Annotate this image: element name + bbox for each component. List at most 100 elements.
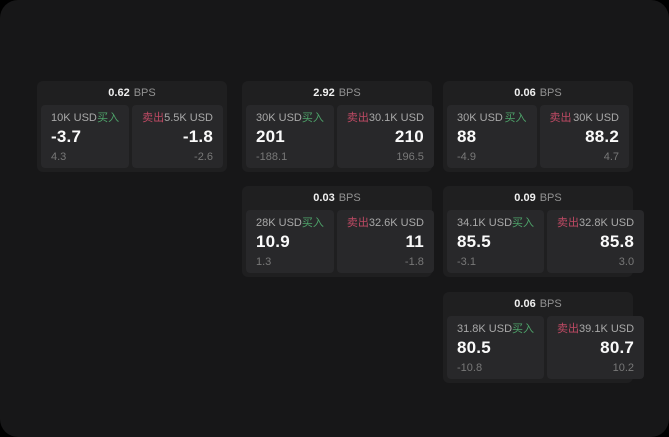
buy-price: 88 (457, 127, 477, 146)
buy-panel-top: 10K USD 买入 (51, 112, 119, 125)
quote-panels: 34.1K USD 买入 85.5 -3.1 卖出 32.8K USD 85.8… (443, 210, 645, 273)
sell-panel[interactable]: 卖出 30K USD 88.2 4.7 (539, 105, 629, 168)
buy-sub-value: 1.3 (256, 256, 272, 268)
buy-panel-top: 31.8K USD 买入 (457, 323, 534, 336)
buy-sub-value: -10.8 (457, 362, 483, 374)
sell-sub-value: -1.8 (404, 256, 424, 268)
quote-panels: 28K USD 买入 10.9 1.3 卖出 32.6K USD 11 -1.8 (242, 210, 434, 273)
buy-panel-top: 30K USD 买入 (256, 112, 324, 125)
sell-side-label: 卖出 (346, 217, 369, 229)
sell-price: 11 (405, 232, 424, 251)
buy-panel[interactable]: 10K USD 买入 -3.7 4.3 (41, 105, 130, 168)
buy-sub-value: 4.3 (51, 151, 67, 163)
spread-header: 0.09 BPS (443, 186, 633, 210)
sell-panel[interactable]: 卖出 39.1K USD 80.7 10.2 (547, 316, 645, 379)
spread-unit: BPS (338, 192, 361, 204)
spread-unit: BPS (539, 298, 562, 310)
sell-panel[interactable]: 卖出 32.6K USD 11 -1.8 (336, 210, 434, 273)
buy-price: 80.5 (457, 338, 491, 357)
sell-sub-value: 4.7 (603, 151, 619, 163)
spread-value: 0.03 (313, 192, 335, 204)
buy-sub-value: -188.1 (256, 151, 288, 163)
buy-panel[interactable]: 30K USD 买入 88 -4.9 (447, 105, 537, 168)
buy-amount: 30K USD (457, 112, 503, 124)
quote-panels: 10K USD 买入 -3.7 4.3 卖出 5.5K USD -1.8 -2.… (37, 105, 227, 168)
sell-sub-value: 10.2 (612, 362, 635, 374)
sell-panel[interactable]: 卖出 32.8K USD 85.8 3.0 (547, 210, 645, 273)
buy-side-label: 买入 (512, 217, 535, 229)
buy-amount: 30K USD (256, 112, 302, 124)
spread-header: 0.06 BPS (443, 81, 633, 105)
quote-card: 0.06 BPS 31.8K USD 买入 80.5 -10.8 卖出 39.1… (443, 292, 645, 383)
spread-header: 0.06 BPS (443, 292, 633, 316)
buy-panel[interactable]: 30K USD 买入 201 -188.1 (246, 105, 334, 168)
spread-value: 0.06 (514, 298, 536, 310)
buy-side-label: 买入 (97, 112, 120, 124)
sell-panel-top: 卖出 5.5K USD (142, 112, 213, 125)
buy-panel-top: 30K USD 买入 (457, 112, 527, 125)
quote-card: 2.92 BPS 30K USD 买入 201 -188.1 卖出 30.1K … (242, 81, 434, 172)
sell-panel-top: 卖出 30.1K USD (347, 112, 424, 125)
quote-card: 0.03 BPS 28K USD 买入 10.9 1.3 卖出 32.6K US… (242, 186, 434, 277)
spread-header: 0.03 BPS (242, 186, 432, 210)
buy-price: -3.7 (51, 127, 82, 146)
buy-price: 85.5 (457, 232, 491, 251)
sell-amount: 32.6K USD (368, 217, 424, 229)
quote-panels: 30K USD 买入 88 -4.9 卖出 30K USD 88.2 4.7 (443, 105, 633, 168)
spread-unit: BPS (133, 87, 156, 99)
sell-side-label: 卖出 (557, 217, 580, 229)
buy-panel[interactable]: 28K USD 买入 10.9 1.3 (246, 210, 334, 273)
buy-sub-value: -3.1 (457, 256, 476, 268)
sell-sub-value: 3.0 (618, 256, 635, 268)
buy-price: 201 (256, 127, 285, 146)
sell-price: 80.7 (600, 338, 635, 357)
spread-unit: BPS (539, 87, 562, 99)
sell-amount: 30.1K USD (368, 112, 424, 124)
sell-amount: 32.8K USD (579, 217, 635, 229)
spread-value: 0.06 (514, 87, 536, 99)
buy-side-label: 买入 (301, 217, 324, 229)
buy-amount: 10K USD (51, 112, 97, 124)
sell-side-label: 卖出 (557, 323, 580, 335)
sell-amount: 5.5K USD (164, 112, 213, 124)
spread-unit: BPS (539, 192, 562, 204)
sell-sub-value: -2.6 (194, 151, 213, 163)
buy-panel[interactable]: 34.1K USD 买入 85.5 -3.1 (447, 210, 545, 273)
spread-value: 0.09 (514, 192, 536, 204)
sell-price: 210 (394, 127, 424, 146)
spread-header: 2.92 BPS (242, 81, 432, 105)
sell-panel-top: 卖出 32.6K USD (347, 217, 424, 230)
spread-value: 0.62 (108, 87, 130, 99)
buy-side-label: 买入 (504, 112, 527, 124)
buy-panel[interactable]: 31.8K USD 买入 80.5 -10.8 (447, 316, 545, 379)
sell-panel-top: 卖出 39.1K USD (557, 323, 634, 336)
spread-unit: BPS (338, 87, 361, 99)
buy-amount: 34.1K USD (457, 217, 513, 229)
sell-price: 88.2 (585, 127, 619, 146)
sell-price: -1.8 (182, 127, 213, 146)
sell-side-label: 卖出 (142, 112, 165, 124)
buy-side-label: 买入 (512, 323, 535, 335)
quote-card: 0.09 BPS 34.1K USD 买入 85.5 -3.1 卖出 32.8K… (443, 186, 645, 277)
sell-side-label: 卖出 (346, 112, 369, 124)
buy-sub-value: -4.9 (457, 151, 476, 163)
quote-card: 0.06 BPS 30K USD 买入 88 -4.9 卖出 30K USD 8… (443, 81, 633, 172)
spread-header: 0.62 BPS (37, 81, 227, 105)
quote-panels: 31.8K USD 买入 80.5 -10.8 卖出 39.1K USD 80.… (443, 316, 645, 379)
sell-panel[interactable]: 卖出 5.5K USD -1.8 -2.6 (132, 105, 223, 168)
buy-amount: 31.8K USD (457, 323, 513, 335)
quote-panels: 30K USD 买入 201 -188.1 卖出 30.1K USD 210 1… (242, 105, 434, 168)
sell-sub-value: 196.5 (396, 151, 424, 163)
sell-amount: 39.1K USD (579, 323, 635, 335)
sell-price: 85.8 (600, 232, 635, 251)
sell-panel-top: 卖出 32.8K USD (557, 217, 634, 230)
buy-panel-top: 34.1K USD 买入 (457, 217, 534, 230)
spread-value: 2.92 (313, 87, 335, 99)
quote-card: 0.62 BPS 10K USD 买入 -3.7 4.3 卖出 5.5K USD… (37, 81, 227, 172)
sell-panel[interactable]: 卖出 30.1K USD 210 196.5 (336, 105, 434, 168)
sell-panel-top: 卖出 30K USD (550, 112, 620, 125)
buy-side-label: 买入 (301, 112, 324, 124)
buy-price: 10.9 (256, 232, 290, 251)
